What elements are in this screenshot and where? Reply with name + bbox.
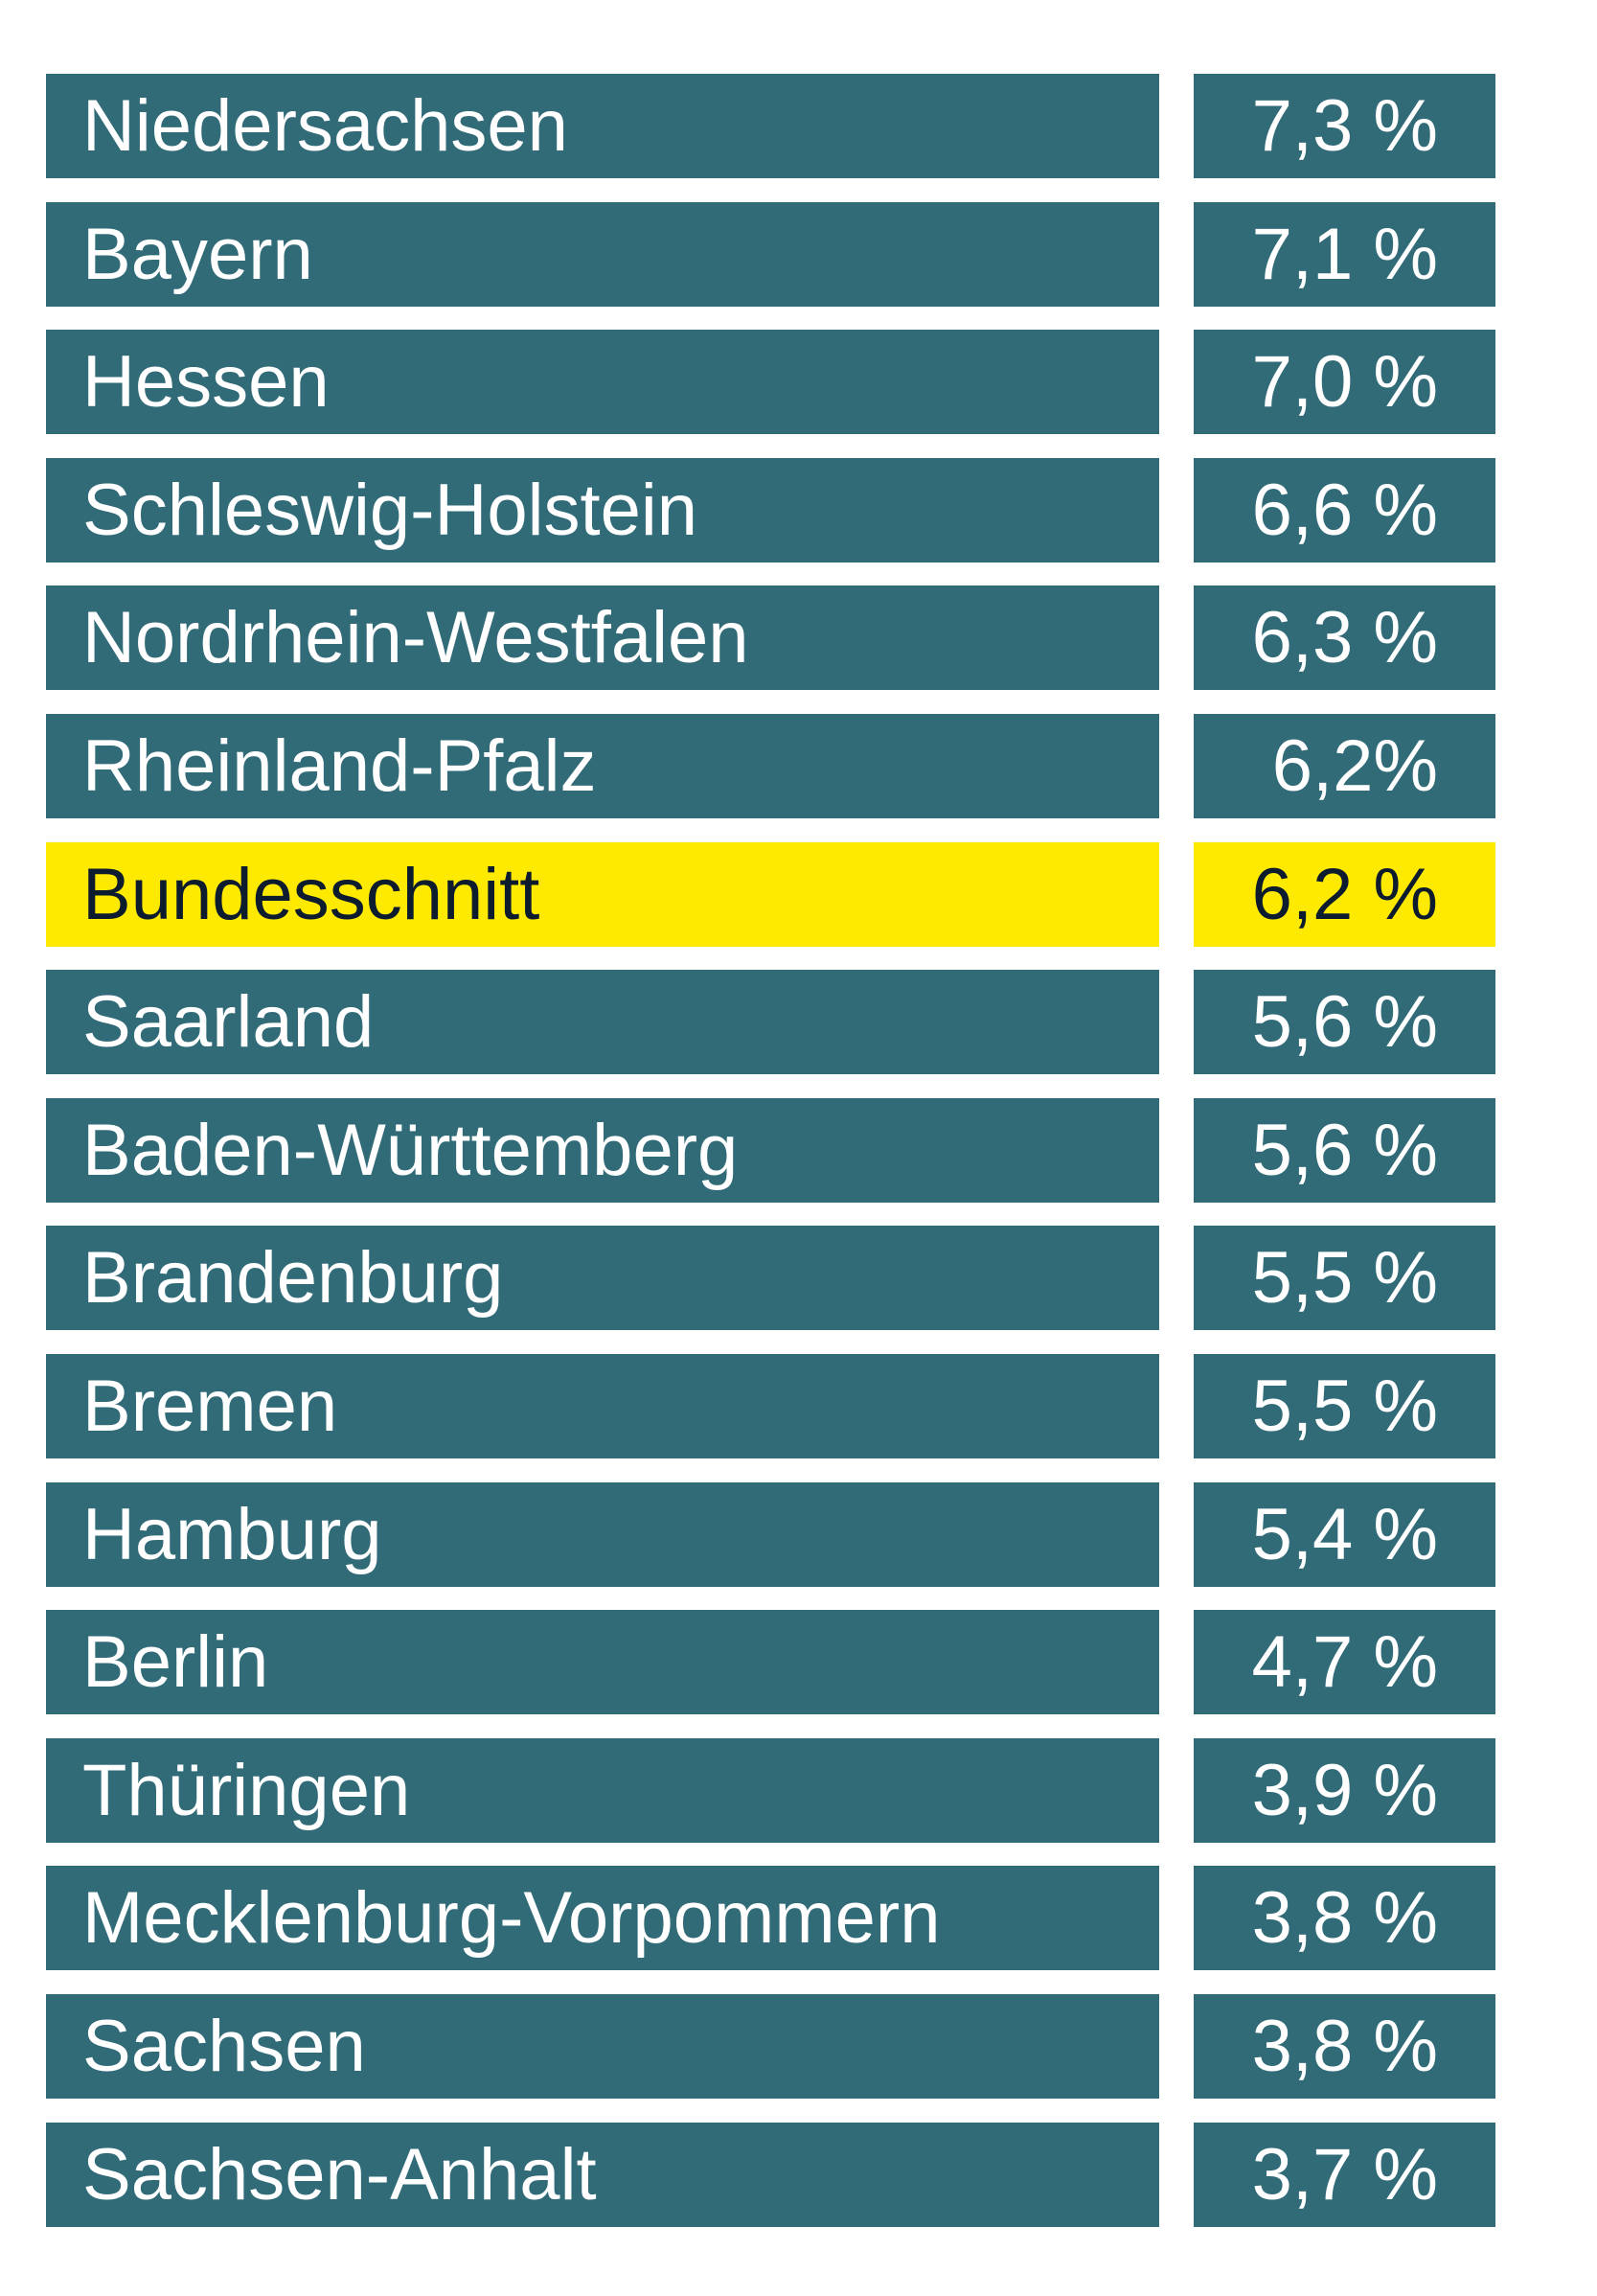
table-row: Mecklenburg-Vorpommern 3,8 % <box>46 1866 1495 1971</box>
table-row: Brandenburg 5,5 % <box>46 1226 1495 1331</box>
state-label: Nordrhein-Westfalen <box>46 585 1159 691</box>
state-value: 7,3 % <box>1194 74 1495 178</box>
state-label: Baden-Württemberg <box>46 1097 1159 1203</box>
state-value: 5,6 % <box>1194 970 1495 1075</box>
state-label: Bremen <box>46 1353 1159 1458</box>
table-row: Nordrhein-Westfalen 6,3 % <box>46 585 1495 691</box>
table-row: Saarland 5,6 % <box>46 970 1495 1075</box>
table-row: Baden-Württemberg 5,6 % <box>46 1097 1495 1203</box>
state-value: 4,7 % <box>1194 1610 1495 1715</box>
table-row: Rheinland-Pfalz 6,2% <box>46 713 1495 818</box>
state-label: Mecklenburg-Vorpommern <box>46 1866 1159 1971</box>
state-label: Rheinland-Pfalz <box>46 713 1159 818</box>
state-label: Saarland <box>46 970 1159 1075</box>
table-row: Bremen 5,5 % <box>46 1353 1495 1458</box>
state-label: Sachsen <box>46 1993 1159 2099</box>
state-value: 3,7 % <box>1194 2122 1495 2227</box>
state-label: Thüringen <box>46 1737 1159 1843</box>
state-ranking-table: Niedersachsen 7,3 % Bayern 7,1 % Hessen 7,0… <box>46 74 1495 2250</box>
state-value: 5,6 % <box>1194 1097 1495 1203</box>
table-row: Hamburg 5,4 % <box>46 1481 1495 1587</box>
state-label: Brandenburg <box>46 1226 1159 1331</box>
state-value: 5,5 % <box>1194 1353 1495 1458</box>
state-value: 7,1 % <box>1194 201 1495 307</box>
state-value: 3,8 % <box>1194 1993 1495 2099</box>
state-value: 3,8 % <box>1194 1866 1495 1971</box>
state-label: Sachsen-Anhalt <box>46 2122 1159 2227</box>
state-label: Niedersachsen <box>46 74 1159 178</box>
state-label: Hessen <box>46 330 1159 435</box>
state-value: 5,5 % <box>1194 1226 1495 1331</box>
state-value: 6,2% <box>1194 713 1495 818</box>
state-value: 3,9 % <box>1194 1737 1495 1843</box>
table-row: Schleswig-Holstein 6,6 % <box>46 457 1495 563</box>
state-value: 6,3 % <box>1194 585 1495 691</box>
state-value: 6,6 % <box>1194 457 1495 563</box>
average-value: 6,2 % <box>1194 841 1495 947</box>
table-row: Thüringen 3,9 % <box>46 1737 1495 1843</box>
state-label: Bayern <box>46 201 1159 307</box>
state-label: Hamburg <box>46 1481 1159 1587</box>
state-label: Schleswig-Holstein <box>46 457 1159 563</box>
table-row: Berlin 4,7 % <box>46 1610 1495 1715</box>
national-average-row: Bundesschnitt 6,2 % <box>46 841 1495 947</box>
table-row: Bayern 7,1 % <box>46 201 1495 307</box>
state-value: 5,4 % <box>1194 1481 1495 1587</box>
state-value: 7,0 % <box>1194 330 1495 435</box>
average-label: Bundesschnitt <box>46 841 1159 947</box>
table-row: Hessen 7,0 % <box>46 330 1495 435</box>
table-row: Sachsen 3,8 % <box>46 1993 1495 2099</box>
table-row: Niedersachsen 7,3 % <box>46 74 1495 178</box>
table-row: Sachsen-Anhalt 3,7 % <box>46 2122 1495 2227</box>
state-label: Berlin <box>46 1610 1159 1715</box>
